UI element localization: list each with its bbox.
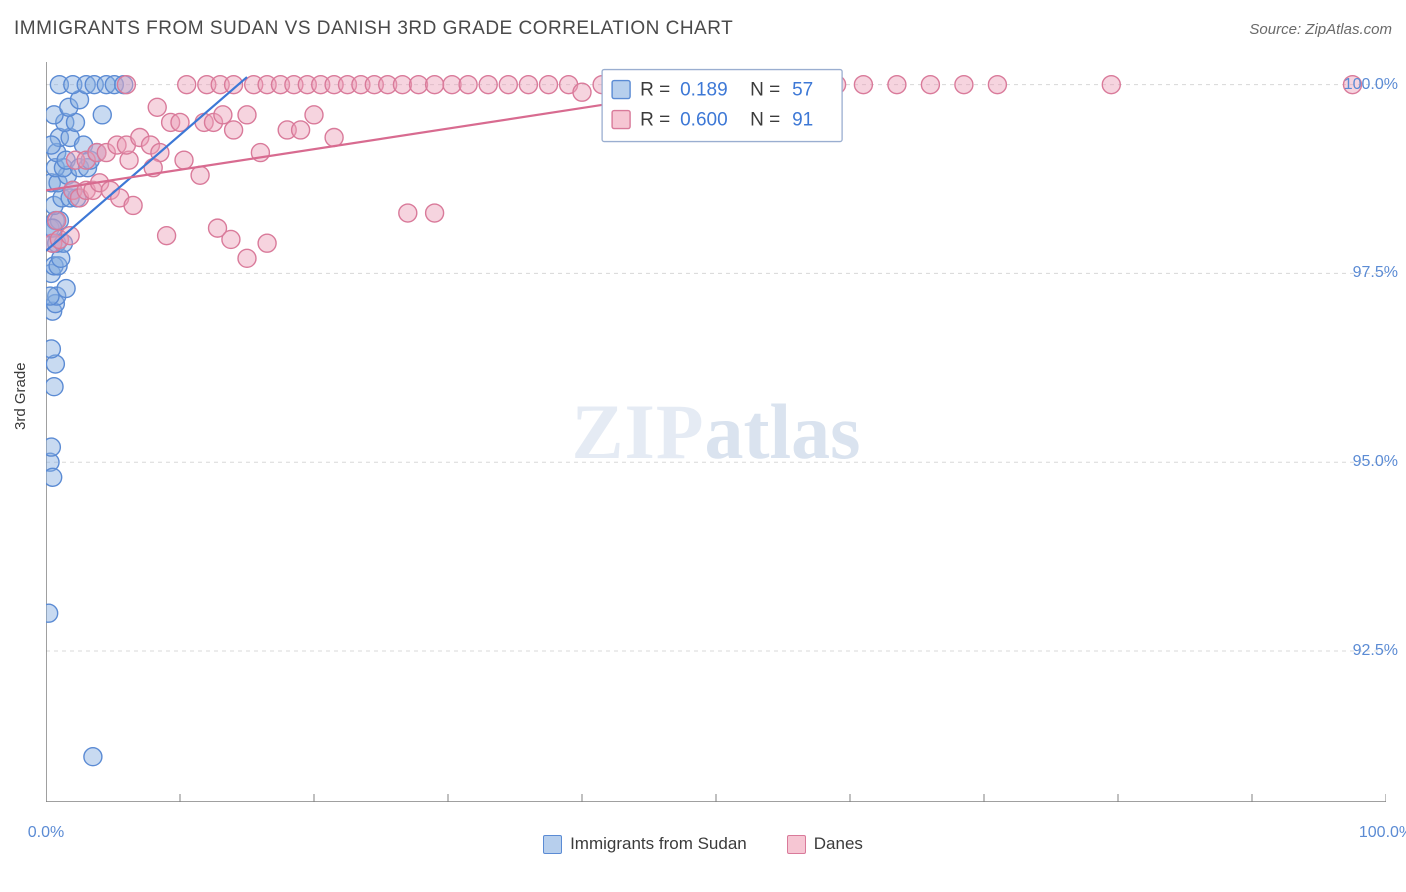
svg-text:0.189: 0.189 [680, 80, 728, 101]
legend-item-danes: Danes [787, 834, 863, 854]
header: IMMIGRANTS FROM SUDAN VS DANISH 3RD GRAD… [14, 18, 1392, 40]
legend-label: Danes [814, 834, 863, 854]
y-tick-label: 97.5% [1353, 264, 1398, 282]
svg-text:R =: R = [640, 80, 670, 101]
y-axis-label: 3rd Grade [12, 362, 29, 430]
svg-text:0.600: 0.600 [680, 110, 728, 131]
svg-text:N =: N = [750, 110, 780, 131]
plot-area: R =0.189N =57R =0.600N =91 ZIPatlas [46, 62, 1386, 802]
source-attribution: Source: ZipAtlas.com [1249, 21, 1392, 38]
legend-swatch-icon [543, 835, 562, 854]
chart-title: IMMIGRANTS FROM SUDAN VS DANISH 3RD GRAD… [14, 18, 733, 40]
svg-text:R =: R = [640, 110, 670, 131]
svg-text:N =: N = [750, 80, 780, 101]
source-prefix: Source: [1249, 21, 1305, 38]
legend-item-sudan: Immigrants from Sudan [543, 834, 747, 854]
y-tick-label: 92.5% [1353, 642, 1398, 660]
legend: Immigrants from Sudan Danes [0, 834, 1406, 854]
svg-text:57: 57 [792, 80, 813, 101]
source-name: ZipAtlas.com [1305, 21, 1392, 38]
svg-text:91: 91 [792, 110, 813, 131]
y-tick-label: 100.0% [1344, 76, 1398, 94]
legend-label: Immigrants from Sudan [570, 834, 747, 854]
scatter-chart: R = 0.189 N = 57 R = 0.600 N = 91 [46, 62, 1386, 802]
legend-swatch-icon [787, 835, 806, 854]
y-tick-label: 95.0% [1353, 453, 1398, 471]
